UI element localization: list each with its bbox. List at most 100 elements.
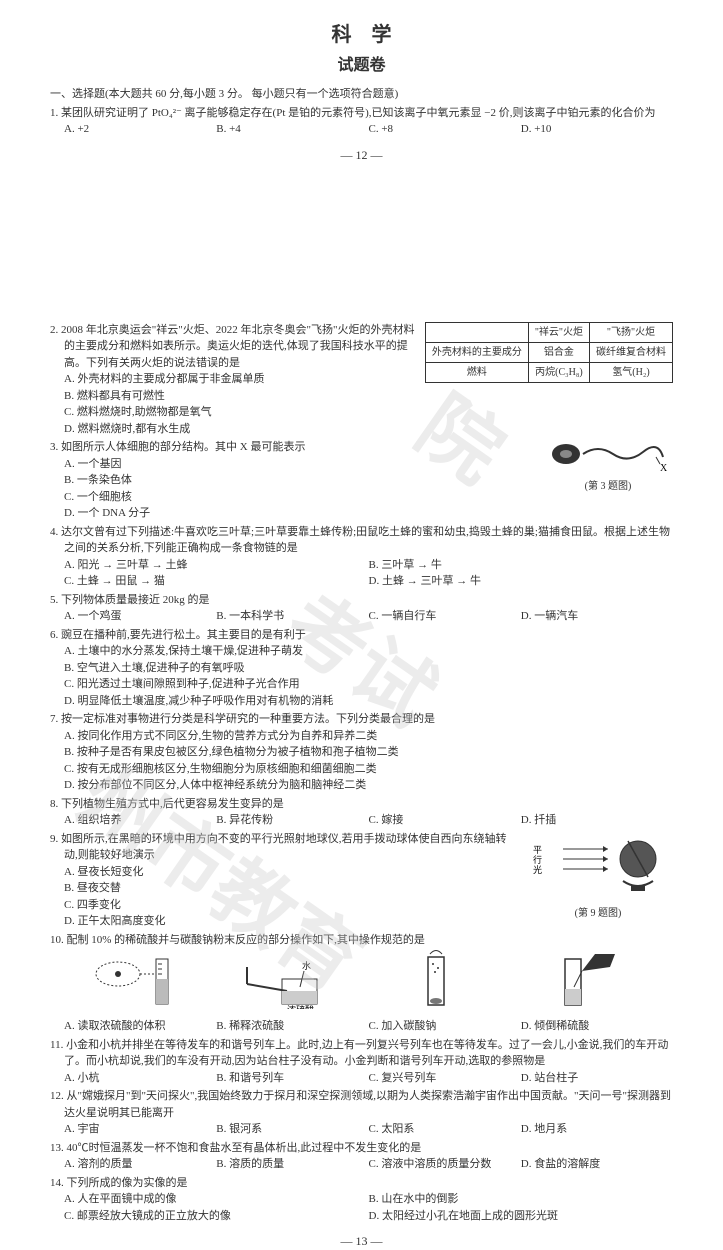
q13-option-d: D. 食盐的溶解度 [521,1156,673,1173]
th-blank [425,322,528,342]
q3-figure: X (第 3 题图) [543,439,673,494]
q7-text: 7. 按一定标准对事物进行分类是科学研究的一种重要方法。下列分类最合理的是 [50,711,673,728]
q13-option-a: A. 溶剂的质量 [64,1156,216,1173]
dilute-acid-icon: 水 浓硫酸 [232,949,342,1009]
q14-option-c: C. 邮票经放大镜成的正立放大的像 [64,1208,369,1225]
r1c1: 外壳材料的主要成分 [425,342,528,362]
q1-option-d: D. +10 [521,121,673,138]
q6-text: 6. 豌豆在播种前,要先进行松土。其主要目的是有利于 [50,627,673,644]
q8-text: 8. 下列植物生殖方式中,后代更容易发生变异的是 [50,796,673,813]
q8-option-c: C. 嫁接 [369,812,521,829]
q14-option-a: A. 人在平面镜中成的像 [64,1191,369,1208]
question-14: 14. 下列所成的像为实像的是 A. 人在平面镜中成的像 B. 山在水中的倒影 … [50,1175,673,1225]
q6-option-b: B. 空气进入土壤,促进种子的有氧呼吸 [50,660,673,677]
r2c1: 燃料 [425,362,528,382]
q8-option-b: B. 异花传粉 [216,812,368,829]
question-7: 7. 按一定标准对事物进行分类是科学研究的一种重要方法。下列分类最合理的是 A.… [50,711,673,794]
r2c3: 氢气(H₂) [590,362,673,382]
q12-option-b: B. 银河系 [216,1121,368,1138]
r1c3: 碳纤维复合材料 [590,342,673,362]
q10-fig-b: 水 浓硫酸 [227,949,347,1015]
q6-option-d: D. 明显降低土壤温度,减少种子呼吸作用对有机物的消耗 [50,693,673,710]
question-1: 1. 某团队研究证明了 PtO₄²⁻ 离子能够稳定存在(Pt 是铂的元素符号),… [50,105,673,138]
question-4: 4. 达尔文曾有过下列描述:牛喜欢吃三叶草;三叶草要靠土蜂传粉;田鼠吃土蜂的蜜和… [50,524,673,590]
q7-option-d: D. 按分布部位不同区分,人体中枢神经系统分为脑和脑神经二类 [50,777,673,794]
q1-option-a: A. +2 [64,121,216,138]
q11-text: 11. 小金和小杭并排坐在等待发车的和谐号列车上。此时,边上有一列复兴号列车也在… [50,1037,673,1070]
q10-option-d: D. 倾倒稀硫酸 [521,1018,673,1035]
question-8: 8. 下列植物生殖方式中,后代更容易发生变异的是 A. 组织培养 B. 异花传粉… [50,796,673,829]
q9-fig-label: (第 9 题图) [523,906,673,921]
question-11: 11. 小金和小杭并排坐在等待发车的和谐号列车上。此时,边上有一列复兴号列车也在… [50,1037,673,1087]
page-number-12: — 12 — [50,146,673,164]
graduated-cylinder-icon [88,949,188,1009]
q5-option-c: C. 一辆自行车 [369,608,521,625]
q6-option-a: A. 土壤中的水分蒸发,保持土壤干燥,促进种子萌发 [50,643,673,660]
q10-option-a: A. 读取浓硫酸的体积 [64,1018,216,1035]
th-feiyang: "飞扬"火炬 [590,322,673,342]
question-6: 6. 豌豆在播种前,要先进行松土。其主要目的是有利于 A. 土壤中的水分蒸发,保… [50,627,673,710]
exam-subtitle: 试题卷 [50,54,673,78]
q4-option-b: B. 三叶草 → 牛 [369,557,674,574]
svg-text:光: 光 [533,864,542,875]
q3-fig-label: (第 3 题图) [543,479,673,494]
q2-option-b: B. 燃料都具有可燃性 [50,388,673,405]
q1-option-b: B. +4 [216,121,368,138]
cell-chromosome-icon: X [548,439,668,474]
q11-option-d: D. 站台柱子 [521,1070,673,1087]
svg-text:水: 水 [302,960,311,971]
pour-liquid-icon [540,949,630,1009]
q7-option-b: B. 按种子是否有果皮包被区分,绿色植物分为被子植物和孢子植物二类 [50,744,673,761]
globe-parallel-light-icon: 平 行 光 [523,831,673,901]
question-3: X (第 3 题图) 3. 如图所示人体细胞的部分结构。其中 X 最可能表示 A… [50,439,673,522]
question-10: 10. 配制 10% 的稀硫酸并与碳酸钠粉末反应的部分操作如下,其中操作规范的是… [50,932,673,1035]
q12-option-c: C. 太阳系 [369,1121,521,1138]
q10-option-c: C. 加入碳酸钠 [369,1018,521,1035]
q1-option-c: C. +8 [369,121,521,138]
q10-option-b: B. 稀释浓硫酸 [216,1018,368,1035]
svg-text:行: 行 [533,854,542,865]
q12-text: 12. 从"嫦娥探月"到"天问探火",我国始终致力于探月和深空探测领域,以期为人… [50,1088,673,1121]
q8-option-d: D. 扦插 [521,812,673,829]
r2c2: 丙烷(C₃H₈) [528,362,589,382]
q11-option-a: A. 小杭 [64,1070,216,1087]
q11-option-b: B. 和谐号列车 [216,1070,368,1087]
page-number-13: — 13 — [50,1232,673,1250]
q2-option-c: C. 燃料燃烧时,助燃物都是氧气 [50,404,673,421]
svg-text:X: X [660,463,668,474]
q8-option-a: A. 组织培养 [64,812,216,829]
torch-table: "祥云"火炬 "飞扬"火炬 外壳材料的主要成分 铝合金 碳纤维复合材料 燃料 丙… [425,322,673,383]
q2-option-d: D. 燃料燃烧时,都有水生成 [50,421,673,438]
q5-option-d: D. 一辆汽车 [521,608,673,625]
r1c2: 铝合金 [528,342,589,362]
add-powder-icon [396,949,476,1009]
q11-option-c: C. 复兴号列车 [369,1070,521,1087]
question-5: 5. 下列物体质量最接近 20kg 的是 A. 一个鸡蛋 B. 一本科学书 C.… [50,592,673,625]
q10-fig-a [78,949,198,1015]
q14-option-d: D. 太阳经过小孔在地面上成的圆形光斑 [369,1208,674,1225]
q7-option-c: C. 按有无成形细胞核区分,生物细胞分为原核细胞和细菌细胞二类 [50,761,673,778]
svg-text:平: 平 [533,845,542,855]
q10-fig-d [525,949,645,1015]
question-13: 13. 40℃时恒温蒸发一杯不饱和食盐水至有晶体析出,此过程中不发生变化的是 A… [50,1140,673,1173]
th-xiangyun: "祥云"火炬 [528,322,589,342]
q1-text: 1. 某团队研究证明了 PtO₄²⁻ 离子能够稳定存在(Pt 是铂的元素符号),… [50,105,673,122]
q4-text: 4. 达尔文曾有过下列描述:牛喜欢吃三叶草;三叶草要靠土蜂传粉;田鼠吃土蜂的蜜和… [50,524,673,557]
q13-text: 13. 40℃时恒温蒸发一杯不饱和食盐水至有晶体析出,此过程中不发生变化的是 [50,1140,673,1157]
q14-text: 14. 下列所成的像为实像的是 [50,1175,673,1192]
q5-text: 5. 下列物体质量最接近 20kg 的是 [50,592,673,609]
section-header: 一、选择题(本大题共 60 分,每小题 3 分。 每小题只有一个选项符合题意) [50,86,673,103]
q4-option-a: A. 阳光 → 三叶草 → 土蜂 [64,557,369,574]
q10-text: 10. 配制 10% 的稀硫酸并与碳酸钠粉末反应的部分操作如下,其中操作规范的是 [50,932,673,949]
q6-option-c: C. 阳光透过土壤间隙照到种子,促进种子光合作用 [50,676,673,693]
svg-text:浓硫酸: 浓硫酸 [287,1004,314,1009]
q10-fig-c [376,949,496,1015]
q12-option-a: A. 宇宙 [64,1121,216,1138]
q13-option-b: B. 溶质的质量 [216,1156,368,1173]
question-9: 平 行 光 (第 9 题图) 9. 如图所示,在黑暗的环境中用方向不变的平行光照… [50,831,673,930]
exam-title: 科 学 [50,20,673,50]
q14-option-b: B. 山在水中的倒影 [369,1191,674,1208]
question-12: 12. 从"嫦娥探月"到"天问探火",我国始终致力于探月和深空探测领域,以期为人… [50,1088,673,1138]
q13-option-c: C. 溶液中溶质的质量分数 [369,1156,521,1173]
q3-option-d: D. 一个 DNA 分子 [50,505,673,522]
